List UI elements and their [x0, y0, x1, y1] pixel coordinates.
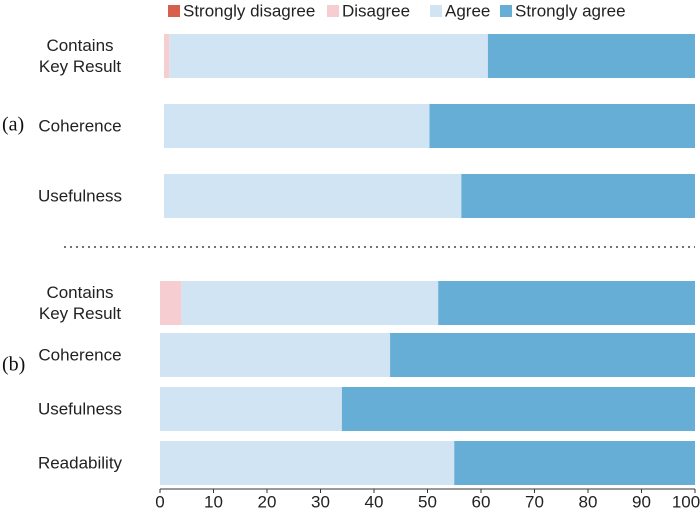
legend-swatch [430, 5, 442, 17]
x-tick-label: 40 [365, 492, 384, 511]
bar-segment [164, 104, 430, 148]
bar-segment [438, 281, 695, 325]
y-tick-label: Coherence [38, 116, 122, 136]
x-tick-label: 0 [155, 492, 164, 511]
legend-swatch [500, 5, 512, 17]
bar-segment [390, 333, 695, 377]
bar-segment [169, 34, 488, 78]
x-tick-label: 60 [472, 492, 491, 511]
legend-label: Strongly agree [515, 1, 626, 20]
legend-swatch [327, 5, 339, 17]
x-tick-label: 50 [418, 492, 437, 511]
bar-segment [461, 174, 695, 218]
bar-segment [454, 441, 695, 485]
x-tick-label: 90 [632, 492, 651, 511]
bar-segment [181, 281, 439, 325]
bar-segment [160, 387, 342, 431]
bar-segment [164, 34, 170, 78]
legend-label: Strongly disagree [183, 1, 315, 20]
y-tick-label: Contains Key Result [38, 283, 122, 323]
panel-label: (b) [2, 353, 26, 376]
bar-segment [160, 441, 455, 485]
legend-swatch [168, 5, 180, 17]
bar-segment [160, 281, 182, 325]
legend-label: Agree [445, 1, 490, 20]
y-tick-label: Coherence [38, 345, 122, 365]
legend-label: Disagree [342, 1, 410, 20]
x-tick-label: 70 [525, 492, 544, 511]
bar-segment [341, 387, 695, 431]
bar-segment [429, 104, 695, 148]
y-tick-label: Contains Key Result [38, 36, 122, 76]
bar-segment [164, 174, 462, 218]
x-tick-label: 100 [672, 492, 700, 511]
x-tick-label: 20 [258, 492, 277, 511]
bar-segment [160, 333, 391, 377]
y-tick-label: Usefulness [37, 399, 123, 419]
x-tick-label: 30 [311, 492, 330, 511]
x-tick-label: 10 [204, 492, 223, 511]
panel-label: (a) [2, 113, 25, 136]
x-tick-label: 80 [579, 492, 598, 511]
y-tick-label: Usefulness [37, 186, 123, 206]
bar-segment [487, 34, 695, 78]
y-tick-label: Readability [37, 453, 123, 473]
